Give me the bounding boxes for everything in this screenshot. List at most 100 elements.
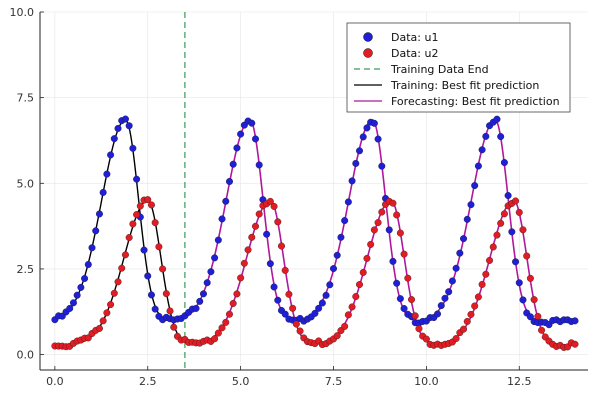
data-point-u1 [448,277,456,285]
data-point-u1 [512,258,520,266]
data-point-u2 [237,274,245,282]
data-point-u1 [237,130,245,138]
data-point-u1 [482,132,490,140]
data-point-u1 [452,264,460,272]
data-point-u1 [311,309,319,317]
x-tick-label: 10.0 [414,375,439,388]
data-point-u2 [147,201,155,209]
data-point-u1 [114,124,122,132]
data-point-u1 [266,260,274,268]
data-point-u2 [266,197,274,205]
legend-marker-u1 [363,32,373,42]
data-point-u1 [333,251,341,259]
data-point-u2 [110,289,118,297]
data-point-u1 [500,159,508,167]
data-point-u1 [199,290,207,298]
data-point-u1 [147,291,155,299]
data-point-u2 [348,303,356,311]
data-point-u1 [493,115,501,123]
data-point-u1 [121,115,129,123]
data-point-u1 [218,215,226,223]
x-tick-label: 0.0 [46,375,64,388]
data-point-u1 [107,151,115,159]
data-point-u2 [393,211,401,219]
axes [39,12,588,371]
data-point-u2 [244,246,252,254]
data-point-u2 [534,312,542,320]
data-point-u1 [330,265,338,273]
data-point-u2 [571,340,579,348]
data-point-u2 [367,240,375,248]
data-point-u1 [81,274,89,282]
data-point-u2 [415,325,423,333]
data-point-u2 [211,335,219,343]
data-point-u1 [222,197,230,205]
data-point-u1 [474,162,482,170]
data-point-u2 [255,210,263,218]
y-tick-label: 0.0 [17,349,35,362]
legend-label-forecast-fit: Forecasting: Best fit prediction [391,95,560,108]
data-point-u2 [389,199,397,207]
data-point-u1 [441,294,449,302]
data-point-u2 [162,290,170,298]
data-point-u2 [285,290,293,298]
data-point-u2 [344,311,352,319]
data-point-u1 [471,182,479,190]
data-point-u1 [341,217,349,225]
data-point-u1 [69,299,77,307]
data-point-u2 [400,250,408,258]
data-point-u1 [359,133,367,141]
data-point-u2 [471,302,479,310]
data-point-u1 [515,279,523,287]
data-point-u2 [129,220,137,228]
x-tick-label: 5.0 [232,375,250,388]
data-point-u1 [203,279,211,287]
data-point-u1 [478,146,486,154]
data-point-u2 [482,270,490,278]
data-point-u1 [315,304,323,312]
data-point-u1 [73,291,81,299]
data-point-u1 [110,135,118,143]
data-point-u2 [489,243,497,251]
x-tick-label: 12.5 [507,375,532,388]
data-point-u1 [263,230,271,238]
data-point-u1 [344,198,352,206]
data-point-u2 [151,219,159,227]
data-point-u2 [474,293,482,301]
data-point-u2 [486,256,494,264]
data-point-u2 [363,254,371,262]
legend-label-training-fit: Training: Best fit prediction [390,79,539,92]
x-axis-ticks: 0.0 2.5 5.0 7.5 10.0 12.5 [46,366,532,388]
data-point-u2 [214,329,222,337]
data-point-u1 [129,144,137,152]
data-point-u2 [222,318,230,326]
data-point-u1 [437,302,445,310]
data-point-u1 [463,215,471,223]
data-point-u1 [88,244,96,252]
data-point-u1 [326,281,334,289]
x-tick-label: 7.5 [325,375,343,388]
data-point-u1 [318,299,326,307]
data-point-u1 [400,305,408,313]
data-point-u2 [500,210,508,218]
data-point-u2 [467,310,475,318]
data-point-u2 [538,326,546,334]
data-point-u1 [211,254,219,262]
data-point-u2 [411,312,419,320]
data-point-u1 [526,313,534,321]
data-point-u2 [99,317,107,325]
data-point-u2 [408,296,416,304]
data-point-u1 [248,119,256,127]
data-point-u2 [229,299,237,307]
data-point-u2 [374,219,382,227]
data-point-u2 [118,264,126,272]
data-point-u1 [229,160,237,168]
data-point-u2 [478,280,486,288]
data-point-u1 [396,295,404,303]
data-point-u2 [144,196,152,204]
data-point-u2 [281,266,289,274]
data-point-u1 [370,119,378,127]
legend-label-training-end: Training Data End [390,63,489,76]
data-point-u2 [155,243,163,251]
data-point-u2 [274,218,282,226]
